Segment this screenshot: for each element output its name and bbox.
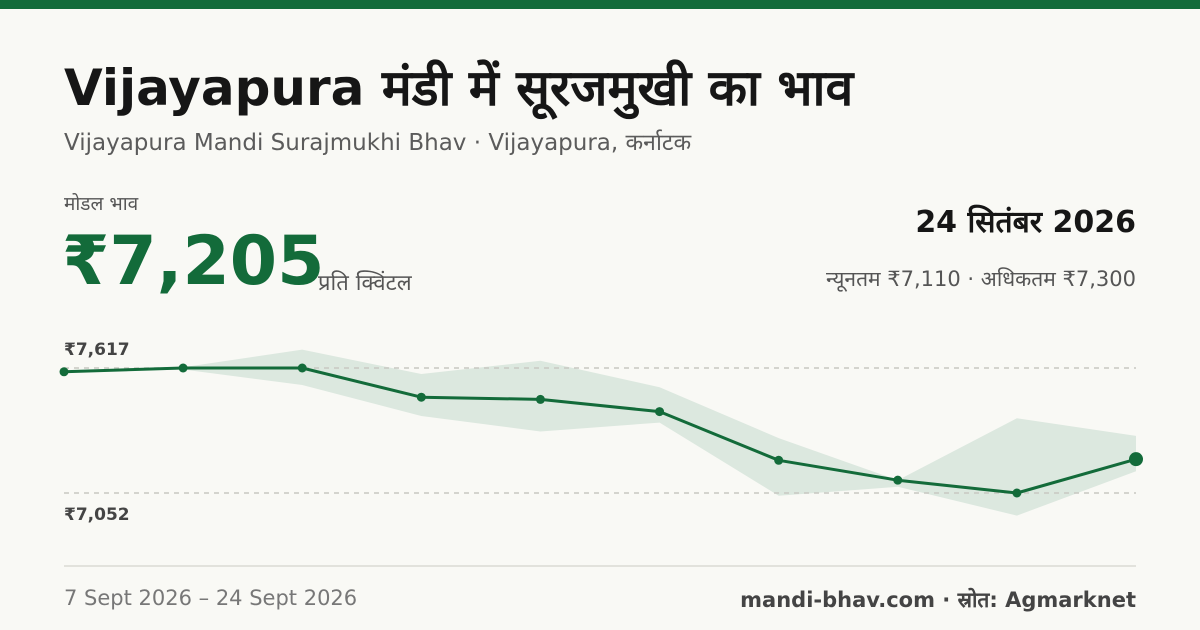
min-max-range: न्यूनतम ₹7,110 · अधिकतम ₹7,300 bbox=[826, 267, 1136, 291]
price-unit: प्रति क्विंटल bbox=[318, 271, 412, 296]
data-point bbox=[178, 363, 188, 373]
page-title: Vijayapura मंडी में सूरजमुखी का भाव bbox=[64, 59, 854, 117]
page-subtitle: Vijayapura Mandi Surajmukhi Bhav · Vijay… bbox=[64, 130, 692, 156]
top-accent-bar bbox=[0, 0, 1200, 9]
latest-data-point bbox=[1129, 452, 1143, 467]
data-point bbox=[535, 394, 545, 404]
min-max-band bbox=[64, 349, 1136, 516]
data-point bbox=[1012, 488, 1022, 498]
price-date: 24 सितंबर 2026 bbox=[915, 205, 1136, 240]
footer-divider bbox=[64, 565, 1136, 567]
data-point bbox=[416, 392, 426, 402]
y-max-label: ₹7,617 bbox=[64, 340, 130, 360]
data-point bbox=[893, 475, 903, 485]
data-point bbox=[297, 363, 307, 373]
price-line bbox=[63, 366, 1137, 495]
data-point bbox=[774, 455, 784, 465]
source-credit: mandi-bhav.com · स्रोत: Agmarknet bbox=[740, 588, 1136, 612]
data-point bbox=[59, 367, 69, 377]
y-min-label: ₹7,052 bbox=[64, 505, 130, 525]
price-label: मोडल भाव bbox=[64, 193, 139, 215]
data-point bbox=[655, 407, 665, 417]
date-range: 7 Sept 2026 – 24 Sept 2026 bbox=[64, 586, 358, 610]
price-value: ₹7,205 bbox=[62, 222, 325, 301]
